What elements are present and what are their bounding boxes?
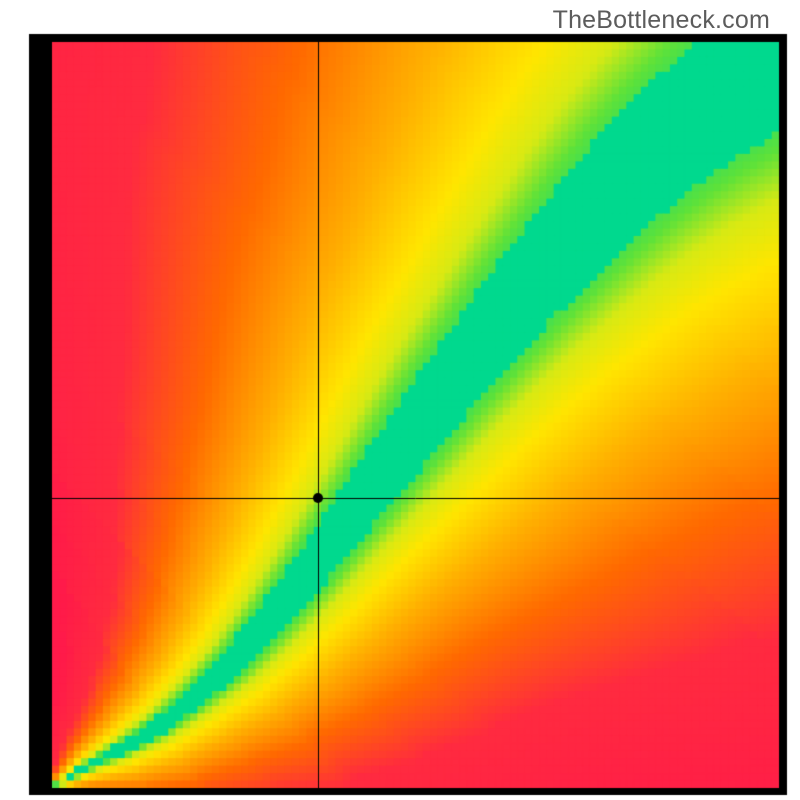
watermark-text: TheBottleneck.com <box>553 6 770 35</box>
bottleneck-heatmap-canvas <box>0 0 800 800</box>
chart-container: TheBottleneck.com <box>0 0 800 800</box>
